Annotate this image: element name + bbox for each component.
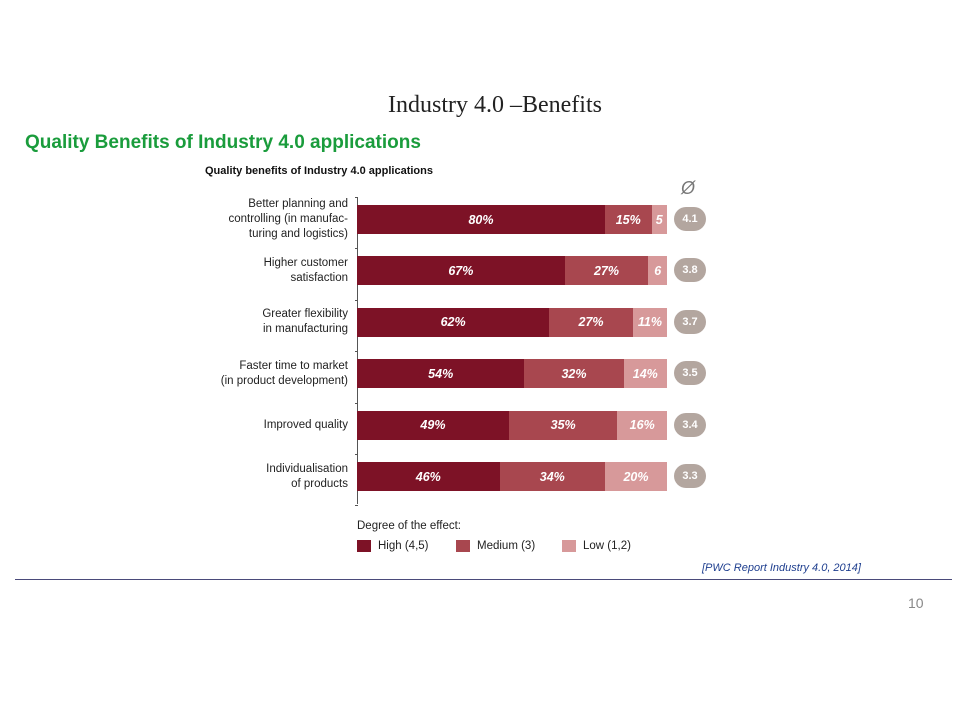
category-label-line: Improved quality [263,418,348,431]
average-badge: 3.8 [674,258,706,283]
axis-tick [355,402,358,404]
chart-title: Quality benefits of Industry 4.0 applica… [205,165,433,177]
axis-tick [355,454,358,455]
category-label-line: controlling (in manufac- [228,213,348,225]
data-label: 15% [615,212,641,227]
axis-tick [355,248,358,250]
bar-row: 49% 35% 16% [357,410,667,440]
data-label: 62% [440,315,466,330]
average-badge: 3.5 [674,361,706,386]
data-label: 67% [448,263,474,278]
category-label: Faster time to market (in product develop… [168,359,348,389]
average-badge: 3.4 [674,412,706,437]
category-label: Better planning and controlling (in manuf… [168,197,348,242]
data-label: 27% [594,263,620,278]
data-label: 11% [637,315,662,330]
bar-segment-high: 62% [357,307,550,337]
data-label: 34% [539,469,565,484]
category-label-line: in manufacturing [262,323,348,336]
bar-segment-high: 49% [357,410,509,440]
data-label: 16% [629,418,655,433]
legend-title: Degree of the effect: [357,520,461,532]
legend-swatch [456,540,470,552]
legend-item: Medium (3) [456,540,535,552]
bar-segment-low: 11% [632,307,667,337]
bar-row: 67% 27% 6 [357,256,667,286]
bar-segment-low: 16% [617,410,667,440]
data-label: 80% [468,212,494,227]
data-label: 49% [420,418,446,433]
bar-segment-low: 5 [651,205,667,234]
axis-tick [355,505,358,507]
axis-tick [355,197,358,198]
bar-segment-low: 20% [604,462,667,491]
bar-row: 62% 27% 11% [357,307,667,337]
data-label: 46% [415,469,441,484]
bar-segment-low: 6 [648,256,667,286]
data-label: 35% [550,418,576,433]
average-badge: 4.1 [674,207,706,231]
category-label-line: satisfaction [290,271,348,284]
bar-row: 80% 15% 5 [357,205,667,234]
bar-row: 46% 34% 20% [357,462,667,491]
category-label-line: Better planning and [248,198,348,210]
bar-segment-high: 67% [357,256,565,286]
legend-swatch [357,540,371,552]
axis-tick [355,351,358,353]
data-label: 54% [428,366,454,381]
bar-row: 54% 32% 14% [357,359,667,389]
average-badge: 3.3 [674,464,706,488]
bar-segment-high: 46% [357,462,500,491]
axis-tick [355,299,358,301]
footer-divider [15,579,952,580]
legend-label: High (4,5) [378,540,429,552]
bar-segment-high: 54% [357,359,525,389]
bar-segment-medium: 34% [499,462,605,491]
bar-segment-medium: 27% [549,307,633,337]
slide-title: Industry 4.0 –Benefits [388,92,602,118]
category-label-line: Faster time to market [239,359,348,372]
category-label-line: (in product development) [220,374,348,387]
legend-item: Low (1,2) [562,540,631,552]
slide-subtitle: Quality Benefits of Industry 4.0 applica… [25,132,421,153]
bar-segment-high: 80% [357,205,605,234]
data-label: 27% [578,315,604,330]
average-column-symbol: Ø [681,178,696,198]
page-number: 10 [908,595,924,611]
category-label: Improved quality [168,418,348,433]
category-label-line: turing and logistics) [248,228,348,240]
category-label-line: of products [291,477,348,490]
category-label-line: Individualisation [266,462,348,475]
bar-segment-medium: 15% [605,205,652,234]
data-label: 6 [654,263,662,278]
legend-swatch [562,540,576,552]
source-citation: [PWC Report Industry 4.0, 2014] [702,562,861,574]
bar-segment-medium: 27% [564,256,649,286]
legend-label: Medium (3) [477,540,536,552]
category-label-line: Greater flexibility [262,308,348,321]
bar-segment-low: 14% [623,359,667,389]
bar-segment-medium: 35% [508,410,618,440]
category-label: Higher customer satisfaction [168,256,348,286]
data-label: 14% [632,366,658,381]
category-label: Individualisation of products [168,462,348,492]
category-axis-line [357,198,358,504]
legend-label: Low (1,2) [583,540,631,552]
data-label: 5 [655,212,663,227]
category-label-line: Higher customer [263,256,348,269]
bar-segment-medium: 32% [524,359,624,389]
legend-item: High (4,5) [357,540,429,552]
data-label: 32% [561,366,587,381]
category-label: Greater flexibility in manufacturing [168,307,348,337]
average-badge: 3.7 [674,309,706,334]
data-label: 20% [623,469,649,484]
